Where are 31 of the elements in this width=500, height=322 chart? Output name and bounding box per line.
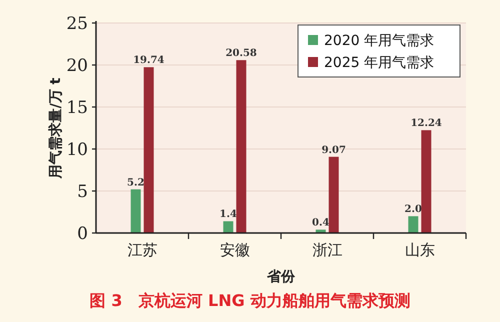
y-tick-label: 15 — [66, 98, 88, 118]
bar — [144, 67, 154, 233]
bar — [130, 189, 141, 233]
legend-label: 2020 年用气需求 — [324, 33, 434, 49]
data-label: 20.58 — [226, 48, 257, 60]
y-tick-label: 25 — [66, 14, 88, 34]
legend-label: 2025 年用气需求 — [324, 55, 434, 71]
bar — [421, 130, 432, 233]
text: 图 3 京杭运河 LNG 动力船舶用气需求预测 — [90, 291, 410, 310]
bar — [328, 156, 339, 233]
bar — [223, 221, 234, 233]
x-tick-label: 浙江 — [312, 241, 342, 259]
y-tick-label: 5 — [77, 182, 88, 202]
data-label: 12.24 — [410, 118, 442, 130]
y-tick-label: 10 — [66, 140, 88, 160]
y-axis-title: 用气需求量/万 t — [48, 77, 64, 180]
data-label: 0.4 — [312, 218, 330, 229]
bar — [236, 60, 246, 233]
data-label: 19.74 — [133, 55, 164, 66]
data-label: 1.4 — [220, 209, 237, 220]
data-label: 5.2 — [127, 177, 144, 188]
x-tick-label: 山东 — [404, 241, 435, 259]
x-tick-label: 安徽 — [220, 241, 250, 259]
data-label: 9.07 — [322, 144, 346, 156]
x-tick-label: 江苏 — [127, 241, 158, 259]
bar — [316, 230, 326, 233]
x-axis-title: 省份 — [266, 269, 296, 285]
bar — [408, 216, 418, 233]
y-tick-label: 0 — [77, 224, 88, 244]
y-tick-label: 20 — [66, 56, 88, 76]
data-label: 2.0 — [404, 204, 422, 216]
